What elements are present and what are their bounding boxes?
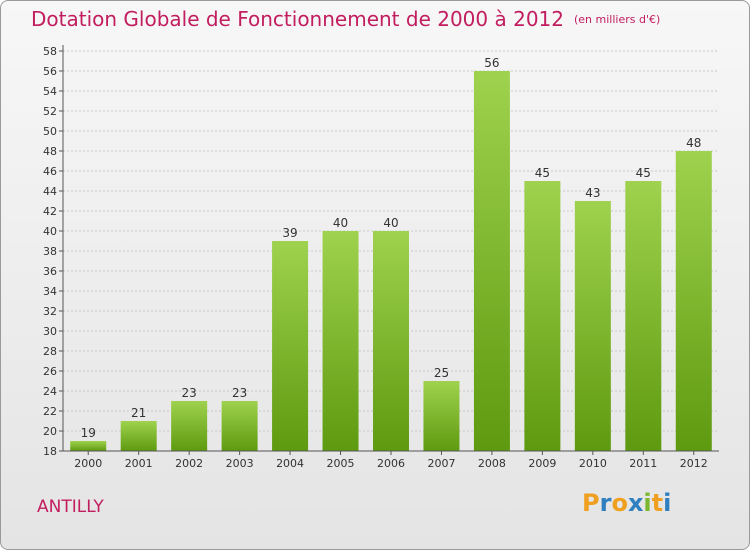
y-tick-label: 42 xyxy=(43,205,57,218)
bar xyxy=(322,231,359,451)
x-tick-label: 2007 xyxy=(427,457,455,470)
data-label: 39 xyxy=(282,226,297,240)
x-tick-label: 2006 xyxy=(377,457,405,470)
unit-note: (en milliers d'€) xyxy=(574,13,661,26)
proxiti-logo: Proxiti xyxy=(582,489,671,517)
y-tick-label: 40 xyxy=(43,225,57,238)
logo-letter: t xyxy=(651,489,664,517)
y-tick-label: 30 xyxy=(43,325,57,338)
bar xyxy=(675,151,712,451)
y-axis: 18 20 22 24 26 28 30 32 34 36 38 40 42 44 46 48 50 52 54 56… xyxy=(43,45,64,458)
x-tick-label: 2002 xyxy=(175,457,203,470)
x-tick-label: 2001 xyxy=(125,457,153,470)
data-label: 45 xyxy=(636,166,651,180)
x-tick-label: 2005 xyxy=(327,457,355,470)
x-tick-label: 2008 xyxy=(478,457,506,470)
bar xyxy=(70,441,107,451)
y-tick-label: 48 xyxy=(43,145,57,158)
y-tick-label: 36 xyxy=(43,265,57,278)
y-tick-label: 22 xyxy=(43,405,57,418)
x-tick-label: 2012 xyxy=(680,457,708,470)
bar xyxy=(272,241,309,451)
bar xyxy=(473,71,510,451)
commune-name: ANTILLY xyxy=(37,497,104,517)
data-label: 43 xyxy=(585,186,600,200)
y-tick-label: 56 xyxy=(43,65,57,78)
y-tick-label: 54 xyxy=(43,85,57,98)
data-label: 21 xyxy=(131,406,146,420)
logo-letter: i xyxy=(663,489,672,517)
data-label: 19 xyxy=(81,426,96,440)
y-tick-label: 38 xyxy=(43,245,57,258)
y-tick-label: 20 xyxy=(43,425,57,438)
logo-letter: o xyxy=(611,489,628,517)
bar xyxy=(221,401,258,451)
logo-letter: r xyxy=(599,489,612,517)
y-tick-label: 28 xyxy=(43,345,57,358)
title-text: Dotation Globale de Fonctionnement de 20… xyxy=(31,7,564,31)
chart-title: Dotation Globale de Fonctionnement de 20… xyxy=(31,7,660,31)
y-tick-label: 58 xyxy=(43,45,57,58)
data-label: 45 xyxy=(535,166,550,180)
x-tick-label: 2003 xyxy=(226,457,254,470)
y-tick-label: 34 xyxy=(43,285,57,298)
x-tick-label: 2010 xyxy=(579,457,607,470)
bar xyxy=(423,381,460,451)
bars: 19 21 23 23 39 40 40 25 56 45 43 45 48 xyxy=(70,56,712,451)
y-tick-label: 18 xyxy=(43,445,57,458)
bar xyxy=(373,231,409,451)
data-label: 40 xyxy=(383,216,398,230)
x-tick-label: 2000 xyxy=(74,457,102,470)
data-label: 40 xyxy=(333,216,348,230)
data-label: 23 xyxy=(232,386,247,400)
bar xyxy=(574,201,611,451)
y-tick-label: 32 xyxy=(43,305,57,318)
logo-letter: i xyxy=(643,489,652,517)
logo-letter: P xyxy=(582,489,600,517)
x-tick-label: 2011 xyxy=(629,457,657,470)
y-tick-label: 50 xyxy=(43,125,57,138)
x-tick-label: 2004 xyxy=(276,457,304,470)
y-tick-label: 26 xyxy=(43,365,57,378)
y-tick-label: 46 xyxy=(43,165,57,178)
y-tick-label: 52 xyxy=(43,105,57,118)
y-tick-label: 24 xyxy=(43,385,57,398)
data-label: 25 xyxy=(434,366,449,380)
bar xyxy=(524,181,561,451)
y-tick-label: 44 xyxy=(43,185,57,198)
logo-letter: x xyxy=(627,489,644,517)
data-label: 48 xyxy=(686,136,701,150)
bar xyxy=(625,181,662,451)
data-label: 23 xyxy=(182,386,197,400)
data-label: 56 xyxy=(484,56,499,70)
bar xyxy=(171,401,208,451)
x-axis: 2000 2001 2002 2003 2004 2005 2006 2007 2008 2009… xyxy=(63,450,719,470)
bar xyxy=(120,421,157,451)
x-tick-label: 2009 xyxy=(528,457,556,470)
